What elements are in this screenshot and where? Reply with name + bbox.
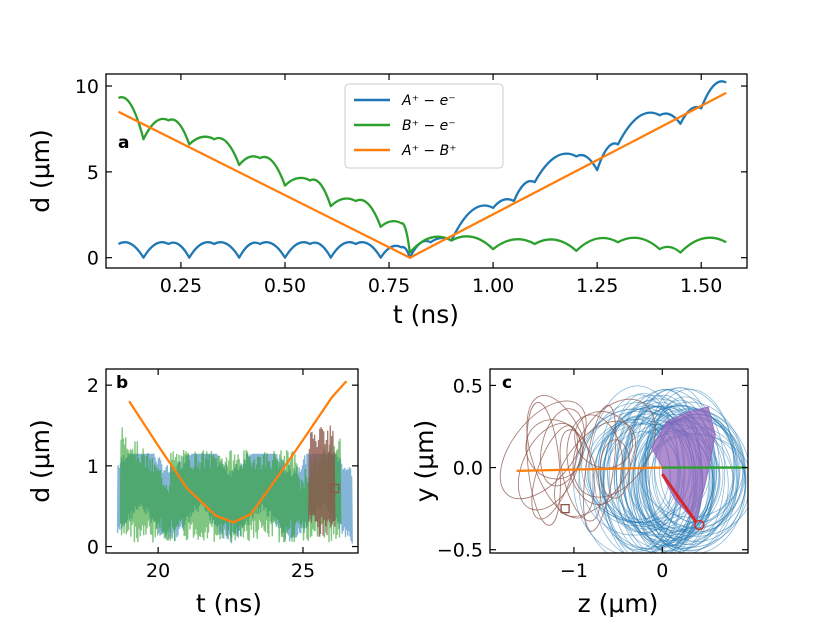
marker-square bbox=[330, 483, 340, 494]
panel-b-ytick-label: 2 bbox=[87, 375, 99, 397]
panel-b-ylabel: d (μm) bbox=[26, 419, 55, 503]
panel-a-frame bbox=[105, 73, 748, 269]
marker-circle bbox=[694, 519, 705, 531]
panel-c-xtick-label: −1 bbox=[560, 560, 588, 582]
series-orange bbox=[516, 466, 663, 473]
panel-b-ytick-label: 1 bbox=[87, 456, 99, 478]
orbit-brown bbox=[540, 408, 585, 487]
purple-region bbox=[651, 406, 716, 523]
panel-c-xtick-label: 0 bbox=[656, 560, 668, 582]
panel-a-ytick-label: 10 bbox=[75, 76, 99, 98]
orbit-blue bbox=[644, 387, 716, 552]
legend: A⁺ − e⁻ B⁺ − e⁻ A⁺ − B⁺ bbox=[344, 83, 504, 169]
orbit-blue bbox=[658, 408, 735, 524]
panel-c-frame bbox=[489, 368, 749, 554]
orbit-brown bbox=[526, 394, 595, 519]
legend-label-orange: A⁺ − B⁺ bbox=[401, 143, 457, 159]
panel-a-ytick-label: 5 bbox=[87, 162, 99, 184]
panel-c: −1 0 0.5 0.0 −0.5 c z (μm) y (μm) bbox=[410, 368, 749, 618]
panel-a-xtick-label: 1.00 bbox=[472, 275, 514, 297]
orbit-brown bbox=[566, 414, 624, 505]
panel-b-frame bbox=[105, 368, 359, 554]
series-orange bbox=[117, 91, 727, 259]
panel-a-ylabel: d (μm) bbox=[26, 129, 55, 213]
legend-label-blue: A⁺ − e⁻ bbox=[401, 93, 456, 109]
trace-brown bbox=[308, 425, 336, 537]
panel-a-xtick-label: 0.75 bbox=[368, 275, 410, 297]
panel-a-ytick-label: 0 bbox=[87, 248, 99, 270]
orbit-blue bbox=[641, 408, 738, 552]
panel-a-xtick-label: 0.25 bbox=[160, 275, 202, 297]
orbit-brown bbox=[531, 425, 578, 520]
panel-a: 0.25 0.50 0.75 1.00 1.25 1.50 0 5 10 a t (ns) d … bbox=[26, 73, 748, 329]
panel-b-xlabel: t (ns) bbox=[196, 589, 262, 618]
panel-a-xtick-label: 0.50 bbox=[264, 275, 306, 297]
series-orange bbox=[128, 380, 348, 524]
orbit-brown bbox=[559, 429, 601, 522]
panel-c-xlabel: z (μm) bbox=[578, 589, 659, 618]
panel-c-ytick-label: −0.5 bbox=[437, 540, 483, 562]
panel-b-xtick-label: 20 bbox=[146, 560, 170, 582]
panel-c-ytick-label: 0.0 bbox=[453, 458, 483, 480]
orbit-blue bbox=[645, 396, 726, 550]
panel-c-label: c bbox=[502, 373, 512, 393]
orbit-brown bbox=[526, 402, 561, 526]
orbit-brown bbox=[517, 423, 582, 511]
panel-b-ytick-label: 0 bbox=[87, 537, 99, 559]
panel-b-xtick-label: 25 bbox=[291, 560, 315, 582]
panel-c-ytick-label: 0.5 bbox=[453, 375, 483, 397]
panel-a-xlabel: t (ns) bbox=[393, 300, 459, 329]
panel-b: 20 25 0 1 2 b t (ns) d (μm) bbox=[26, 368, 359, 618]
marker-square bbox=[560, 503, 570, 514]
panel-c-ylabel: y (μm) bbox=[410, 420, 439, 503]
series-blue bbox=[117, 80, 727, 259]
orbit-blue bbox=[648, 399, 713, 541]
series-green bbox=[117, 96, 727, 254]
trace-green bbox=[119, 427, 342, 543]
series-red bbox=[661, 473, 698, 523]
panel-a-xtick-label: 1.25 bbox=[576, 275, 618, 297]
panel-a-label: a bbox=[118, 133, 129, 153]
legend-label-green: B⁺ − e⁻ bbox=[402, 118, 456, 134]
orbit-brown bbox=[574, 411, 634, 469]
panel-b-label: b bbox=[116, 373, 128, 393]
panel-a-xtick-label: 1.50 bbox=[680, 275, 722, 297]
legend-box bbox=[344, 83, 504, 169]
